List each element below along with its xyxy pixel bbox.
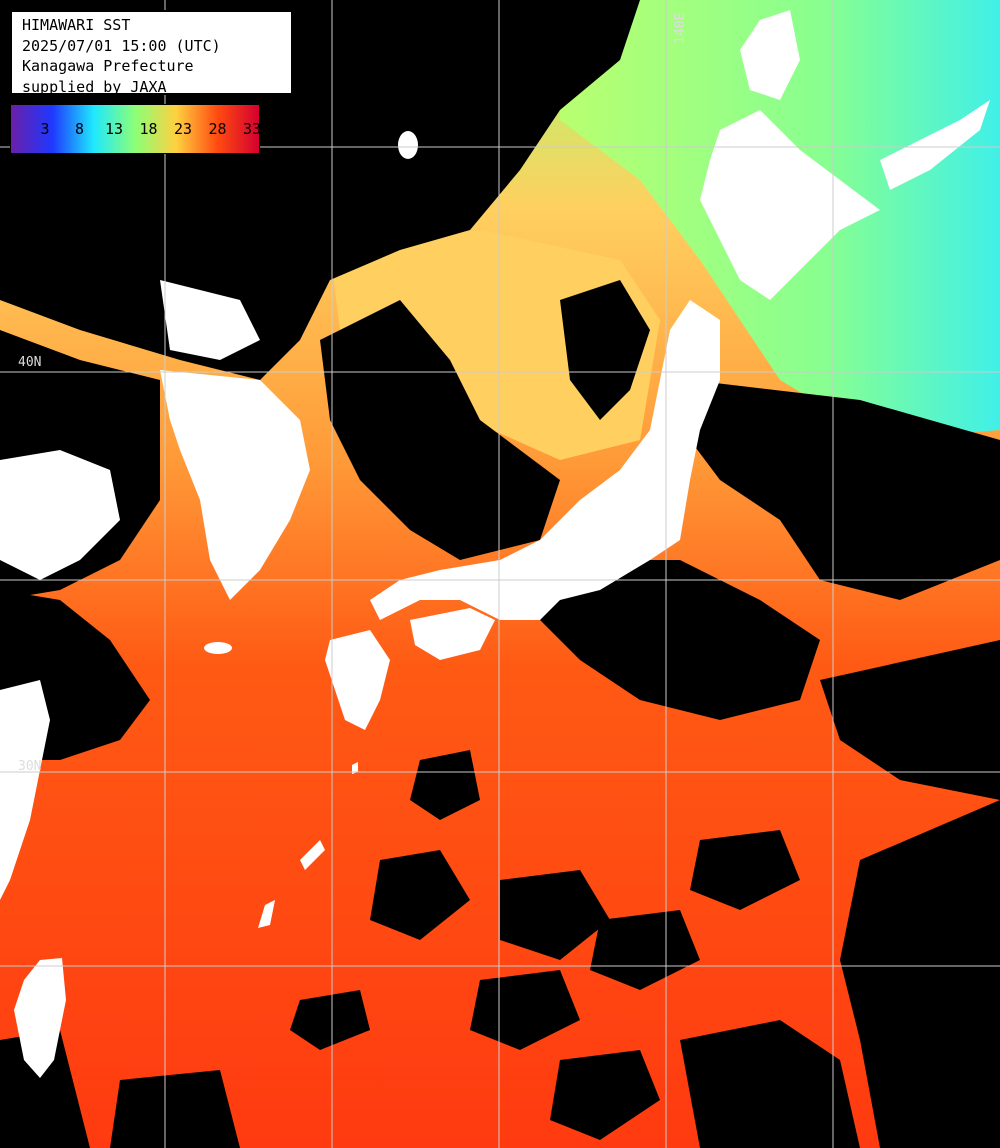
lon-label-140e: 140E bbox=[673, 13, 688, 44]
colorbar-tick: 33 bbox=[242, 120, 262, 138]
shikoku bbox=[410, 608, 495, 660]
land bbox=[0, 10, 990, 1078]
china-coast bbox=[0, 450, 120, 580]
colorbar-tick: 13 bbox=[104, 120, 124, 138]
lat-label-30n: 30N bbox=[18, 759, 41, 774]
cool-water-region bbox=[330, 230, 660, 460]
title-line-1: HIMAWARI SST bbox=[22, 16, 131, 34]
taiwan bbox=[14, 958, 66, 1078]
title-box: HIMAWARI SST 2025/07/01 15:00 (UTC) Kana… bbox=[10, 10, 293, 96]
colorbar-labels: 3 8 13 18 23 28 33 bbox=[11, 105, 262, 153]
title-line-2: 2025/07/01 15:00 (UTC) bbox=[22, 36, 221, 55]
colorbar-tick: 23 bbox=[173, 120, 193, 138]
colorbar-tick: 8 bbox=[74, 120, 85, 138]
hokkaido bbox=[700, 110, 880, 300]
colorbar-tick: 28 bbox=[208, 120, 227, 138]
title-line-4: supplied by JAXA bbox=[22, 77, 167, 96]
lat-label-40n: 40N bbox=[18, 355, 41, 370]
title-line-3: Kanagawa Prefecture bbox=[22, 57, 194, 75]
honshu bbox=[370, 300, 720, 620]
korean-peninsula bbox=[160, 370, 310, 600]
colorbar-tick: 3 bbox=[40, 120, 50, 138]
kyushu bbox=[325, 630, 390, 730]
colorbar-legend: 3 8 13 18 23 28 33 bbox=[10, 104, 262, 154]
colorbar-tick: 18 bbox=[139, 120, 158, 138]
